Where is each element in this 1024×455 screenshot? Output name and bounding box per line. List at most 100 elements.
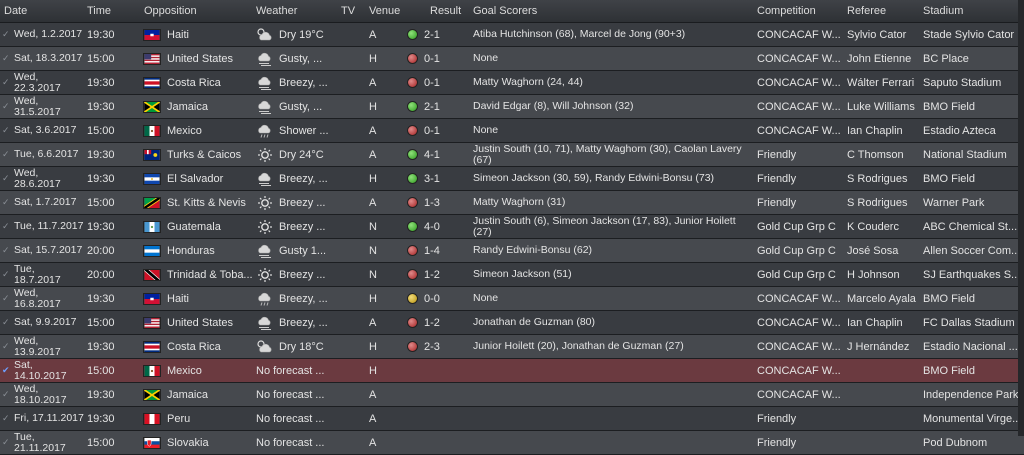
fixture-competition[interactable]: Gold Cup Grp C	[757, 244, 836, 257]
fixture-result[interactable]: 2-1	[407, 95, 467, 118]
fixture-opposition[interactable]: Mexico	[143, 119, 253, 142]
fixture-result[interactable]	[407, 383, 467, 406]
header-venue[interactable]: Venue	[369, 5, 401, 17]
fixture-opposition[interactable]: Slovakia	[143, 431, 253, 454]
fixture-competition[interactable]: CONCACAF W...	[757, 388, 841, 401]
fixture-opposition[interactable]: Peru	[143, 407, 253, 430]
fixture-stadium[interactable]: Independence Park	[923, 388, 1018, 401]
fixture-referee[interactable]: J Hernández	[847, 340, 910, 353]
fixture-referee[interactable]: S Rodrigues	[847, 196, 908, 209]
fixture-stadium[interactable]: FC Dallas Stadium	[923, 316, 1015, 329]
fixture-referee[interactable]	[847, 359, 921, 382]
fixture-referee[interactable]: Luke Williams	[847, 100, 915, 113]
fixture-row[interactable]: ✔ Sat, 14.10.2017 15:00 Mexico No foreca…	[0, 359, 1024, 383]
fixture-competition[interactable]: Gold Cup Grp C	[757, 268, 836, 281]
fixture-row[interactable]: ✓ Wed, 16.8.2017 19:30 Haiti Breezy, ...…	[0, 287, 1024, 311]
fixture-row[interactable]: ✓ Sat, 1.7.2017 15:00 St. Kitts & Nevis …	[0, 191, 1024, 215]
fixture-result[interactable]: 0-1	[407, 47, 467, 70]
fixture-stadium[interactable]: National Stadium	[923, 148, 1007, 161]
fixture-result[interactable]: 1-4	[407, 239, 467, 262]
fixture-stadium[interactable]: Stade Sylvio Cator	[923, 28, 1015, 41]
fixture-opposition[interactable]: Mexico	[143, 359, 253, 382]
fixture-stadium[interactable]: BC Place	[923, 52, 969, 65]
fixture-opposition[interactable]: Haiti	[143, 287, 253, 310]
fixture-referee[interactable]	[847, 383, 921, 406]
header-tv[interactable]: TV	[341, 5, 356, 17]
fixture-opposition[interactable]: Jamaica	[143, 383, 253, 406]
fixture-competition[interactable]: CONCACAF W...	[757, 316, 841, 329]
header-stadium[interactable]: Stadium	[923, 5, 964, 17]
fixture-result[interactable]: 1-3	[407, 191, 467, 214]
fixture-row[interactable]: ✓ Sat, 15.7.2017 20:00 Honduras Gusty 1.…	[0, 239, 1024, 263]
fixture-competition[interactable]: Friendly	[757, 148, 797, 161]
fixture-stadium[interactable]: Warner Park	[923, 196, 985, 209]
fixture-row[interactable]: ✓ Wed, 13.9.2017 19:30 Costa Rica Dry 18…	[0, 335, 1024, 359]
fixture-stadium[interactable]: Estadio Azteca	[923, 124, 996, 137]
fixture-opposition[interactable]: Haiti	[143, 23, 253, 46]
fixture-row[interactable]: ✓ Tue, 11.7.2017 19:30 Guatemala Breezy …	[0, 215, 1024, 239]
fixture-row[interactable]: ✓ Sat, 9.9.2017 15:00 United States Bree…	[0, 311, 1024, 335]
fixture-stadium[interactable]: Saputo Stadium	[923, 76, 1002, 89]
fixture-stadium[interactable]: Pod Dubnom	[923, 436, 988, 449]
fixture-referee[interactable]: S Rodrigues	[847, 172, 908, 185]
fixture-opposition[interactable]: El Salvador	[143, 167, 253, 190]
fixture-competition[interactable]: CONCACAF W...	[757, 28, 841, 41]
fixture-competition[interactable]: CONCACAF W...	[757, 100, 841, 113]
fixture-competition[interactable]: Friendly	[757, 196, 797, 209]
fixture-competition[interactable]: Gold Cup Grp C	[757, 220, 836, 233]
fixture-competition[interactable]: CONCACAF W...	[757, 292, 841, 305]
scrollbar[interactable]	[1018, 0, 1024, 436]
fixture-opposition[interactable]: Trinidad & Toba...	[143, 263, 253, 286]
fixture-referee[interactable]	[847, 407, 921, 430]
fixture-row[interactable]: ✓ Wed, 22.3.2017 19:30 Costa Rica Breezy…	[0, 71, 1024, 95]
fixture-result[interactable]	[407, 431, 467, 454]
fixture-stadium[interactable]: ABC Chemical St...	[923, 220, 1018, 233]
fixture-competition[interactable]: Friendly	[757, 436, 797, 449]
fixture-stadium[interactable]: Monumental Virge...	[923, 412, 1018, 425]
fixture-competition[interactable]: CONCACAF W...	[757, 52, 841, 65]
fixture-referee[interactable]: C Thomson	[847, 148, 904, 161]
fixture-result[interactable]: 1-2	[407, 263, 467, 286]
fixture-result[interactable]: 4-1	[407, 143, 467, 166]
fixture-referee[interactable]: Wálter Ferrari	[847, 76, 915, 89]
fixture-result[interactable]: 0-0	[407, 287, 467, 310]
header-opposition[interactable]: Opposition	[144, 5, 197, 17]
fixture-result[interactable]: 2-1	[407, 23, 467, 46]
fixture-result[interactable]: 0-1	[407, 71, 467, 94]
fixture-result[interactable]: 1-2	[407, 311, 467, 334]
fixture-opposition[interactable]: Guatemala	[143, 215, 253, 238]
fixture-stadium[interactable]: SJ Earthquakes S...	[923, 268, 1018, 281]
fixture-opposition[interactable]: Honduras	[143, 239, 253, 262]
fixture-result[interactable]: 2-3	[407, 335, 467, 358]
fixture-competition[interactable]: CONCACAF W...	[757, 364, 841, 377]
fixture-competition[interactable]: Friendly	[757, 172, 797, 185]
fixture-stadium[interactable]: Estadio Nacional ...	[923, 340, 1018, 353]
fixture-opposition[interactable]: Jamaica	[143, 95, 253, 118]
fixture-competition[interactable]: Friendly	[757, 412, 797, 425]
fixture-result[interactable]: 3-1	[407, 167, 467, 190]
fixture-row[interactable]: ✓ Tue, 21.11.2017 15:00 Slovakia No fore…	[0, 431, 1024, 455]
fixture-stadium[interactable]: BMO Field	[923, 172, 975, 185]
header-result[interactable]: Result	[430, 5, 462, 17]
fixture-row[interactable]: ✓ Wed, 1.2.2017 19:30 Haiti Dry 19°C A 2…	[0, 23, 1024, 47]
fixture-stadium[interactable]: BMO Field	[923, 292, 975, 305]
fixture-competition[interactable]: CONCACAF W...	[757, 124, 841, 137]
fixture-opposition[interactable]: United States	[143, 311, 253, 334]
fixture-referee[interactable]: Marcelo Ayala	[847, 292, 916, 305]
fixture-referee[interactable]: Sylvio Cator	[847, 28, 907, 41]
fixture-referee[interactable]	[847, 431, 921, 454]
fixture-referee[interactable]: Ian Chaplin	[847, 124, 903, 137]
fixture-referee[interactable]: John Etienne	[847, 52, 912, 65]
fixture-opposition[interactable]: St. Kitts & Nevis	[143, 191, 253, 214]
fixture-row[interactable]: ✓ Fri, 17.11.2017 19:30 Peru No forecast…	[0, 407, 1024, 431]
fixture-result[interactable]	[407, 359, 467, 382]
fixture-stadium[interactable]: Allen Soccer Com...	[923, 244, 1018, 257]
fixture-stadium[interactable]: BMO Field	[923, 100, 975, 113]
fixture-row[interactable]: ✓ Wed, 28.6.2017 19:30 El Salvador Breez…	[0, 167, 1024, 191]
header-referee[interactable]: Referee	[847, 5, 887, 17]
fixture-row[interactable]: ✓ Wed, 31.5.2017 19:30 Jamaica Gusty, ..…	[0, 95, 1024, 119]
fixture-competition[interactable]: CONCACAF W...	[757, 76, 841, 89]
fixture-competition[interactable]: CONCACAF W...	[757, 340, 841, 353]
fixture-result[interactable]	[407, 407, 467, 430]
header-goal-scorers[interactable]: Goal Scorers	[473, 5, 538, 17]
